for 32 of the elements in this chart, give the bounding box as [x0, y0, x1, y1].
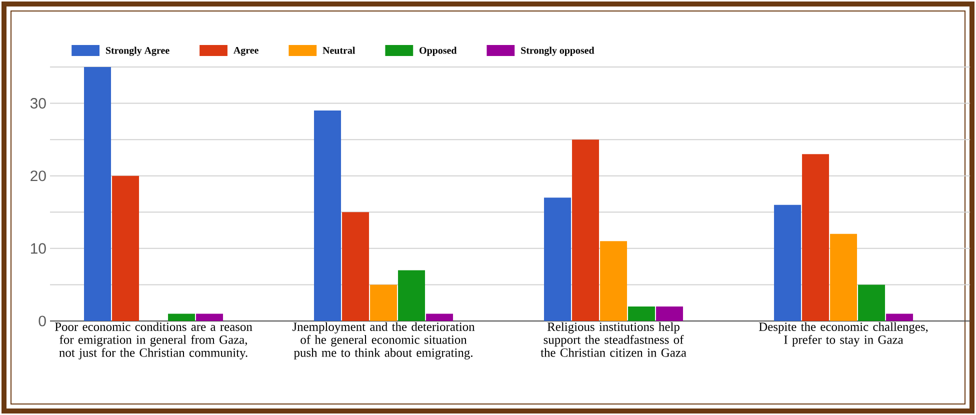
x-tick-label: Poor economic conditions are a reason for emigration in general from Gaza, not just for the Christian community. [54, 322, 252, 360]
x-tick-label: Despite the economic challenges, I prefer to stay in Gaza [758, 322, 928, 346]
x-tick-label: Religious institutions help support the steadfastness of the Christian citizen in Gaza [540, 322, 686, 357]
bar [342, 212, 370, 321]
legend-label: Strongly opposed [521, 46, 594, 56]
bar [196, 314, 224, 321]
bar [112, 176, 140, 321]
legend-label: Agree [234, 46, 258, 56]
bar [572, 140, 600, 321]
y-tick-label: 30 [30, 98, 46, 109]
bar [886, 314, 914, 321]
bar [830, 234, 858, 321]
bar [802, 154, 830, 321]
bar [544, 198, 572, 321]
bar [656, 306, 684, 321]
bar [398, 270, 426, 321]
bar [84, 67, 112, 321]
bar [774, 204, 802, 321]
bar [858, 284, 886, 321]
bar [370, 284, 398, 321]
bar [314, 110, 342, 321]
bar [600, 241, 628, 321]
legend-label: Neutral [322, 46, 356, 54]
bar [628, 306, 656, 321]
y-tick-label: 10 [31, 243, 46, 254]
y-tick-label: 20 [30, 170, 46, 182]
x-tick-label: Jnemployment and the deterioration of he general economic situation push me to think about emigrating. [292, 322, 475, 360]
bar [426, 314, 454, 321]
y-tick-label: 0 [38, 316, 46, 326]
legend-label: Strongly Agree [106, 46, 170, 56]
bar [168, 314, 196, 321]
legend-label: Opposed [420, 46, 457, 56]
